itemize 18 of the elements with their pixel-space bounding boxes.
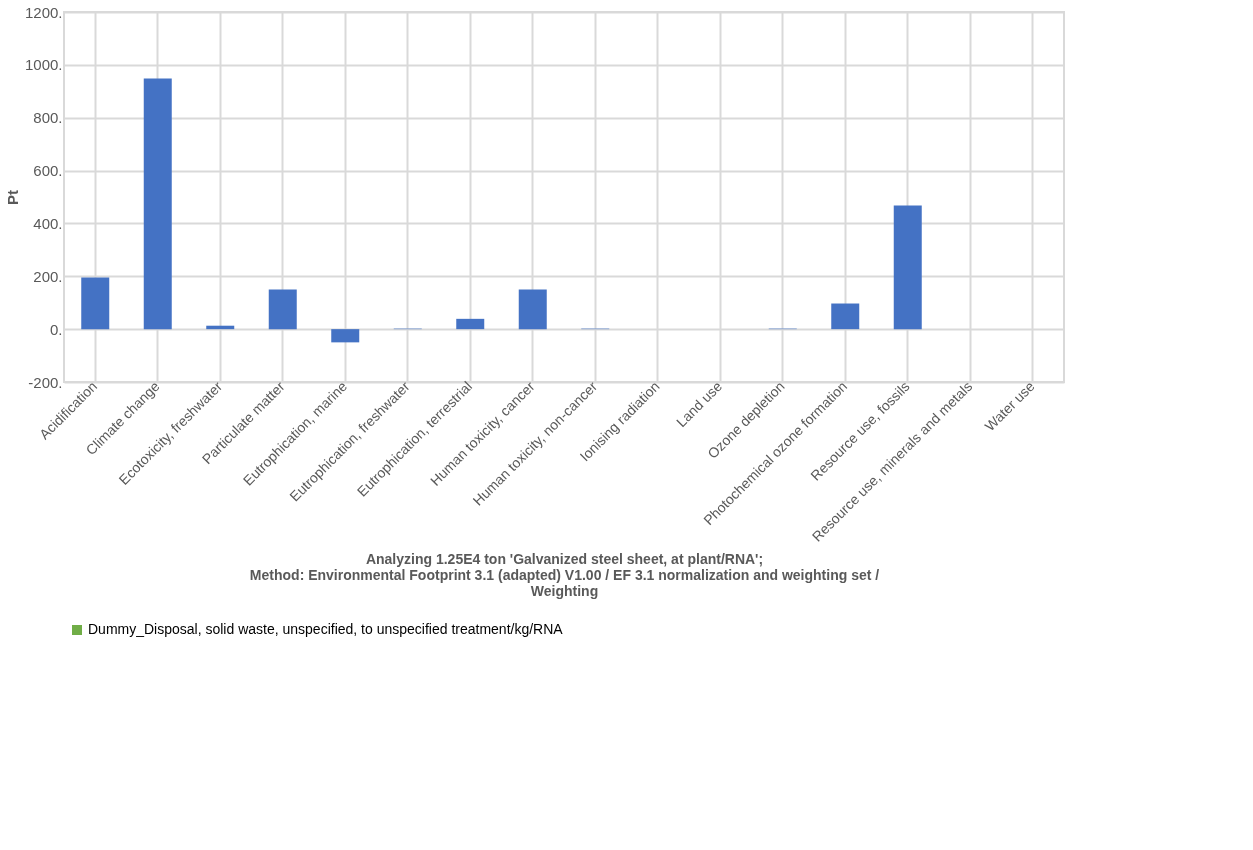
y-tick-label: 600. bbox=[33, 162, 63, 180]
y-axis-title: Pt bbox=[3, 190, 21, 205]
y-tick-label: 400. bbox=[33, 214, 63, 232]
y-tick-label: 800. bbox=[33, 109, 63, 127]
bar bbox=[518, 289, 547, 330]
y-tick-label: 1200. bbox=[24, 3, 63, 21]
bar bbox=[268, 289, 297, 330]
y-tick-label: 200. bbox=[33, 267, 63, 285]
bar bbox=[893, 205, 922, 330]
bar bbox=[81, 277, 110, 330]
bar bbox=[331, 329, 360, 343]
legend-label: Dummy_Disposal, solid waste, unspecified, to unspecified treatment/kg/RNA bbox=[88, 621, 564, 637]
y-tick-label: 0. bbox=[49, 320, 63, 338]
x-axis-title: Analyzing 1.25E4 ton 'Galvanized steel sheet, at plant/RNA'; Method: Environmental Footprint 3.1 (adapted) V1.00 / EF 3.1 normalization and weighting set / Weighting bbox=[249, 550, 880, 599]
y-tick-label: 1000. bbox=[24, 56, 63, 74]
bar bbox=[831, 303, 860, 330]
bar bbox=[143, 78, 172, 330]
bar bbox=[456, 318, 485, 330]
